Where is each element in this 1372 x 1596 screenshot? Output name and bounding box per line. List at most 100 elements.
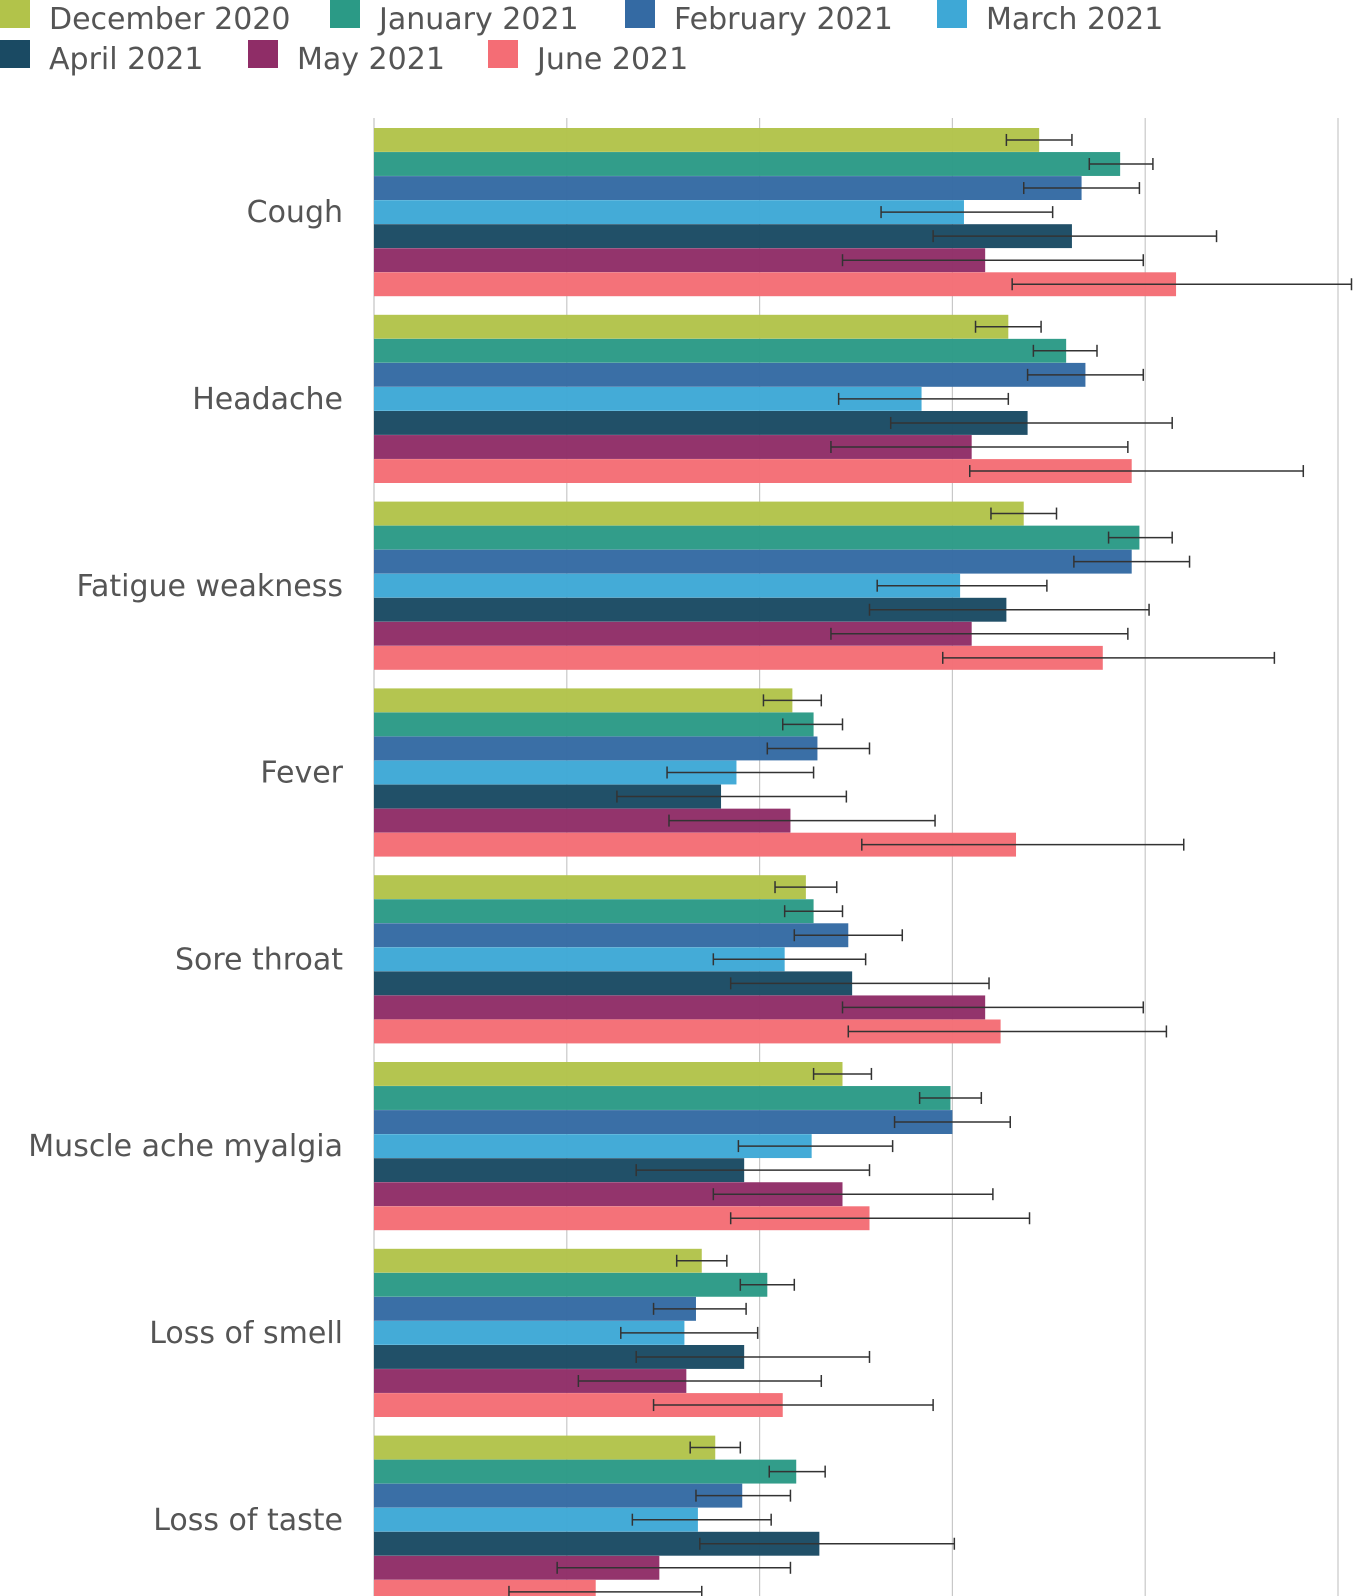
category-label-loss-of-smell: Loss of smell <box>149 1316 343 1351</box>
error-bar-fever-april-2021 <box>616 790 848 803</box>
error-bar-loss-of-smell-may-2021 <box>577 1375 823 1387</box>
category-label-fever: Fever <box>260 756 343 791</box>
category-label-sore-throat: Sore throat <box>175 942 343 977</box>
bar-loss-of-smell-march-2021 <box>374 1320 685 1345</box>
error-bar-fever-january-2021 <box>781 718 844 731</box>
legend-swatch <box>0 0 30 28</box>
legend-item-may-2021: May 2021 <box>248 40 445 77</box>
error-bar-sore-throat-april-2021 <box>729 977 990 990</box>
error-bar-loss-of-smell-december-2020 <box>675 1254 728 1267</box>
bar-fever-may-2021 <box>374 808 791 833</box>
legend-swatch <box>0 40 30 68</box>
error-bar-loss-of-smell-april-2021 <box>635 1350 871 1363</box>
bar-cough-april-2021 <box>374 224 1072 249</box>
error-bar-muscle-ache-myalgia-february-2021 <box>893 1116 1011 1129</box>
error-bar-headache-december-2020 <box>974 320 1042 333</box>
bar-fever-january-2021 <box>374 712 814 737</box>
error-bar-fatigue-weakness-february-2021 <box>1073 555 1191 568</box>
legend-item-february-2021: February 2021 <box>625 0 893 37</box>
legend-item-january-2021: January 2021 <box>330 0 579 37</box>
bar-loss-of-taste-february-2021 <box>374 1483 743 1508</box>
bar-loss-of-smell-june-2021 <box>374 1393 783 1417</box>
bar-muscle-ache-myalgia-april-2021 <box>374 1158 745 1183</box>
bar-cough-january-2021 <box>374 152 1121 176</box>
error-bar-loss-of-taste-january-2021 <box>768 1465 826 1478</box>
bar-fatigue-weakness-april-2021 <box>374 597 1007 622</box>
error-bar-muscle-ache-myalgia-january-2021 <box>918 1092 983 1104</box>
error-bar-loss-of-taste-may-2021 <box>556 1561 792 1574</box>
error-bar-loss-of-smell-june-2021 <box>652 1399 934 1412</box>
error-bar-headache-april-2021 <box>889 416 1173 429</box>
category-label-fatigue-weakness: Fatigue weakness <box>76 569 343 604</box>
bar-headache-march-2021 <box>374 386 922 411</box>
error-bar-loss-of-smell-january-2021 <box>739 1278 796 1291</box>
legend: December 2020 January 2021 February 2021 Ma… <box>0 0 1163 77</box>
bar-loss-of-taste-may-2021 <box>374 1555 660 1580</box>
bar-muscle-ache-myalgia-january-2021 <box>374 1086 951 1110</box>
error-bar-headache-march-2021 <box>837 392 1010 405</box>
bar-loss-of-taste-march-2021 <box>374 1507 698 1532</box>
bar-sore-throat-december-2020 <box>374 875 806 900</box>
legend-label: February 2021 <box>674 2 893 37</box>
legend-label: December 2020 <box>49 2 290 37</box>
error-bar-cough-may-2021 <box>841 254 1145 267</box>
legend-label: April 2021 <box>49 42 203 77</box>
category-label-headache: Headache <box>192 382 343 417</box>
error-bar-loss-of-smell-march-2021 <box>620 1326 759 1339</box>
error-bar-fatigue-weakness-december-2020 <box>990 507 1058 520</box>
error-bar-headache-february-2021 <box>1026 368 1145 381</box>
bar-fever-june-2021 <box>374 832 1017 857</box>
bar-cough-march-2021 <box>374 200 964 225</box>
legend-swatch <box>248 40 278 68</box>
bar-muscle-ache-myalgia-february-2021 <box>374 1110 953 1134</box>
error-bar-fatigue-weakness-january-2021 <box>1107 531 1173 544</box>
bar-sore-throat-june-2021 <box>374 1019 1001 1044</box>
legend-label: January 2021 <box>377 2 579 37</box>
error-bar-fatigue-weakness-june-2021 <box>942 651 1276 664</box>
error-bar-headache-may-2021 <box>830 441 1129 453</box>
error-bar-muscle-ache-myalgia-may-2021 <box>712 1188 994 1201</box>
bar-loss-of-smell-february-2021 <box>374 1296 696 1321</box>
bar-cough-february-2021 <box>374 176 1082 200</box>
error-bar-fever-march-2021 <box>666 766 815 779</box>
bar-fever-march-2021 <box>374 760 737 785</box>
bar-loss-of-smell-december-2020 <box>374 1248 702 1273</box>
legend-item-april-2021: April 2021 <box>0 40 203 77</box>
bar-fatigue-weakness-march-2021 <box>374 573 961 598</box>
bar-muscle-ache-myalgia-march-2021 <box>374 1134 812 1159</box>
error-bar-muscle-ache-myalgia-march-2021 <box>737 1140 894 1153</box>
bar-sore-throat-april-2021 <box>374 971 853 996</box>
legend-label: June 2021 <box>535 42 688 77</box>
category-label-muscle-ache-myalgia: Muscle ache myalgia <box>28 1129 343 1164</box>
error-bar-muscle-ache-myalgia-december-2020 <box>812 1067 873 1080</box>
error-bar-loss-of-taste-february-2021 <box>695 1489 792 1502</box>
bar-loss-of-taste-april-2021 <box>374 1531 820 1556</box>
bar-fever-april-2021 <box>374 784 722 809</box>
legend-swatch <box>488 40 518 68</box>
bar-fatigue-weakness-may-2021 <box>374 621 972 646</box>
bar-muscle-ache-myalgia-december-2020 <box>374 1062 843 1086</box>
legend-label: March 2021 <box>986 2 1163 37</box>
error-bar-cough-december-2020 <box>1005 133 1073 146</box>
error-bar-sore-throat-march-2021 <box>712 953 867 966</box>
bar-cough-december-2020 <box>374 128 1040 152</box>
bar-fatigue-weakness-december-2020 <box>374 501 1024 526</box>
bar-loss-of-smell-may-2021 <box>374 1369 687 1393</box>
bar-headache-june-2021 <box>374 459 1132 483</box>
bar-loss-of-smell-april-2021 <box>374 1345 745 1369</box>
bar-loss-of-taste-january-2021 <box>374 1459 797 1484</box>
bar-headache-december-2020 <box>374 314 1009 339</box>
error-bar-loss-of-taste-december-2020 <box>689 1441 742 1454</box>
bar-fatigue-weakness-january-2021 <box>374 525 1140 550</box>
error-bar-muscle-ache-myalgia-june-2021 <box>729 1212 1031 1225</box>
bar-fatigue-weakness-june-2021 <box>374 645 1103 670</box>
bar-loss-of-smell-january-2021 <box>374 1272 768 1297</box>
error-bar-fatigue-weakness-may-2021 <box>830 627 1129 640</box>
error-bar-loss-of-taste-march-2021 <box>631 1513 772 1526</box>
error-bar-fever-may-2021 <box>668 814 936 827</box>
bar-cough-may-2021 <box>374 248 986 273</box>
bar-muscle-ache-myalgia-june-2021 <box>374 1206 870 1231</box>
error-bar-sore-throat-may-2021 <box>841 1001 1145 1014</box>
error-bar-fever-december-2020 <box>762 694 823 707</box>
